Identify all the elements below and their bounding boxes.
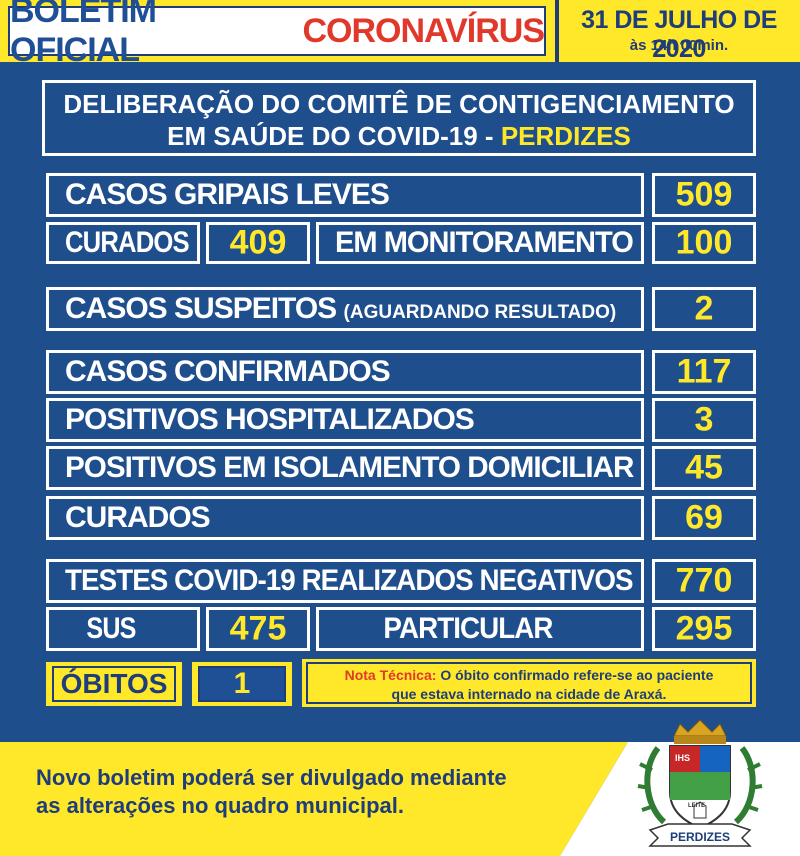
deliberation-city: PERDIZES bbox=[500, 121, 631, 151]
flu-cured-value: 409 bbox=[229, 223, 287, 262]
confirmed-value-box: 117 bbox=[652, 350, 756, 394]
sus-label-box: SUS bbox=[46, 607, 200, 651]
title-box: BOLETIM OFICIAL CORONAVÍRUS bbox=[8, 0, 546, 69]
private-value-box: 295 bbox=[652, 607, 756, 651]
header-bar: BOLETIM OFICIAL CORONAVÍRUS 31 DE JULHO … bbox=[0, 0, 800, 69]
confirmed-cured-label: CURADOS bbox=[65, 501, 211, 534]
footer-yellow-panel bbox=[0, 742, 628, 856]
sus-label: SUS bbox=[86, 612, 136, 645]
home-isolation-label: POSITIVOS EM ISOLAMENTO DOMICILIAR bbox=[65, 451, 634, 484]
sus-value-box: 475 bbox=[206, 607, 310, 651]
crest-banner-text: PERDIZES bbox=[669, 830, 730, 844]
monitoring-label: EM MONITORAMENTO bbox=[335, 226, 634, 259]
tests-value: 770 bbox=[675, 561, 733, 600]
crest-shield-text: IHS bbox=[675, 753, 691, 763]
deliberation-line1: DELIBERAÇÃO DO COMITÊ DE CONTIGENCIAMENT… bbox=[63, 89, 735, 119]
confirmed-value: 117 bbox=[676, 352, 732, 391]
tests-value-box: 770 bbox=[652, 559, 756, 603]
monitoring-label-box: EM MONITORAMENTO bbox=[316, 222, 644, 264]
flu-cured-label: CURADOS bbox=[65, 226, 190, 259]
monitoring-value-box: 100 bbox=[652, 222, 756, 264]
private-label-box: PARTICULAR bbox=[316, 607, 644, 651]
flu-cured-label-box: CURADOS bbox=[46, 222, 200, 264]
suspects-label-box: CASOS SUSPEITOS (AGUARDANDO RESULTADO) bbox=[46, 287, 644, 331]
deliberation-line2: EM SAÚDE DO COVID-19 - PERDIZES bbox=[45, 121, 753, 152]
hospitalized-value: 3 bbox=[694, 400, 714, 439]
confirmed-cured-label-box: CURADOS bbox=[46, 496, 644, 540]
suspects-label: CASOS SUSPEITOS bbox=[65, 292, 337, 325]
footer-line2: as alterações no quadro municipal. bbox=[36, 793, 404, 818]
title-official: BOLETIM OFICIAL bbox=[10, 0, 157, 69]
footer-message: Novo boletim poderá ser divulgado median… bbox=[36, 764, 507, 820]
technical-note: Nota Técnica: O óbito confirmado refere-… bbox=[306, 662, 752, 704]
hospitalized-label: POSITIVOS HOSPITALIZADOS bbox=[65, 403, 475, 436]
technical-note-line2: que estava internado na cidade de Araxá. bbox=[391, 686, 667, 702]
confirmed-cured-value: 69 bbox=[685, 498, 723, 537]
hospitalized-label-box: POSITIVOS HOSPITALIZADOS bbox=[46, 398, 644, 442]
technical-note-title: Nota Técnica: bbox=[344, 667, 437, 683]
home-isolation-label-box: POSITIVOS EM ISOLAMENTO DOMICILIAR bbox=[46, 446, 644, 490]
flu-cases-value-box: 509 bbox=[652, 173, 756, 217]
title-coronavirus: CORONAVÍRUS bbox=[302, 11, 545, 50]
flu-cases-label-box: CASOS GRIPAIS LEVES bbox=[46, 173, 644, 217]
footer-line1: Novo boletim poderá ser divulgado median… bbox=[36, 765, 507, 790]
header-divider bbox=[555, 0, 559, 62]
monitoring-value: 100 bbox=[675, 223, 733, 262]
confirmed-label: CASOS CONFIRMADOS bbox=[65, 355, 391, 388]
deaths-label: ÓBITOS bbox=[52, 666, 176, 702]
bulletin-time: às 14h 00min. bbox=[629, 37, 729, 54]
suspects-value-box: 2 bbox=[652, 287, 756, 331]
deaths-value: 1 bbox=[198, 666, 286, 702]
tests-label: TESTES COVID-19 REALIZADOS NEGATIVOS bbox=[65, 564, 633, 597]
suspects-value: 2 bbox=[694, 289, 714, 328]
deaths-label-box: ÓBITOS bbox=[46, 662, 182, 706]
private-label: PARTICULAR bbox=[383, 612, 553, 645]
home-isolation-value-box: 45 bbox=[652, 446, 756, 490]
technical-note-box: Nota Técnica: O óbito confirmado refere-… bbox=[302, 659, 756, 707]
perdizes-coat-of-arms-icon bbox=[637, 719, 763, 847]
hospitalized-value-box: 3 bbox=[652, 398, 756, 442]
sus-value: 475 bbox=[229, 609, 287, 648]
deliberation-box: DELIBERAÇÃO DO COMITÊ DE CONTIGENCIAMENT… bbox=[42, 80, 756, 156]
suspects-note: (AGUARDANDO RESULTADO) bbox=[343, 302, 617, 323]
deaths-value-box: 1 bbox=[192, 662, 292, 706]
home-isolation-value: 45 bbox=[685, 448, 723, 487]
deliberation-line2-prefix: EM SAÚDE DO COVID-19 - bbox=[167, 121, 494, 151]
suspects-label-wrap: CASOS SUSPEITOS (AGUARDANDO RESULTADO) bbox=[65, 292, 616, 326]
flu-cured-value-box: 409 bbox=[206, 222, 310, 264]
tests-label-box: TESTES COVID-19 REALIZADOS NEGATIVOS bbox=[46, 559, 644, 603]
private-value: 295 bbox=[675, 609, 733, 648]
confirmed-label-box: CASOS CONFIRMADOS bbox=[46, 350, 644, 394]
technical-note-line1: O óbito confirmado refere-se ao paciente bbox=[440, 667, 714, 683]
confirmed-cured-value-box: 69 bbox=[652, 496, 756, 540]
flu-cases-label: CASOS GRIPAIS LEVES bbox=[65, 178, 390, 211]
bulletin-date: 31 DE JULHO DE 2020 bbox=[581, 6, 777, 63]
flu-cases-value: 509 bbox=[675, 175, 733, 214]
crest-milk-text: LEITE bbox=[688, 803, 706, 809]
